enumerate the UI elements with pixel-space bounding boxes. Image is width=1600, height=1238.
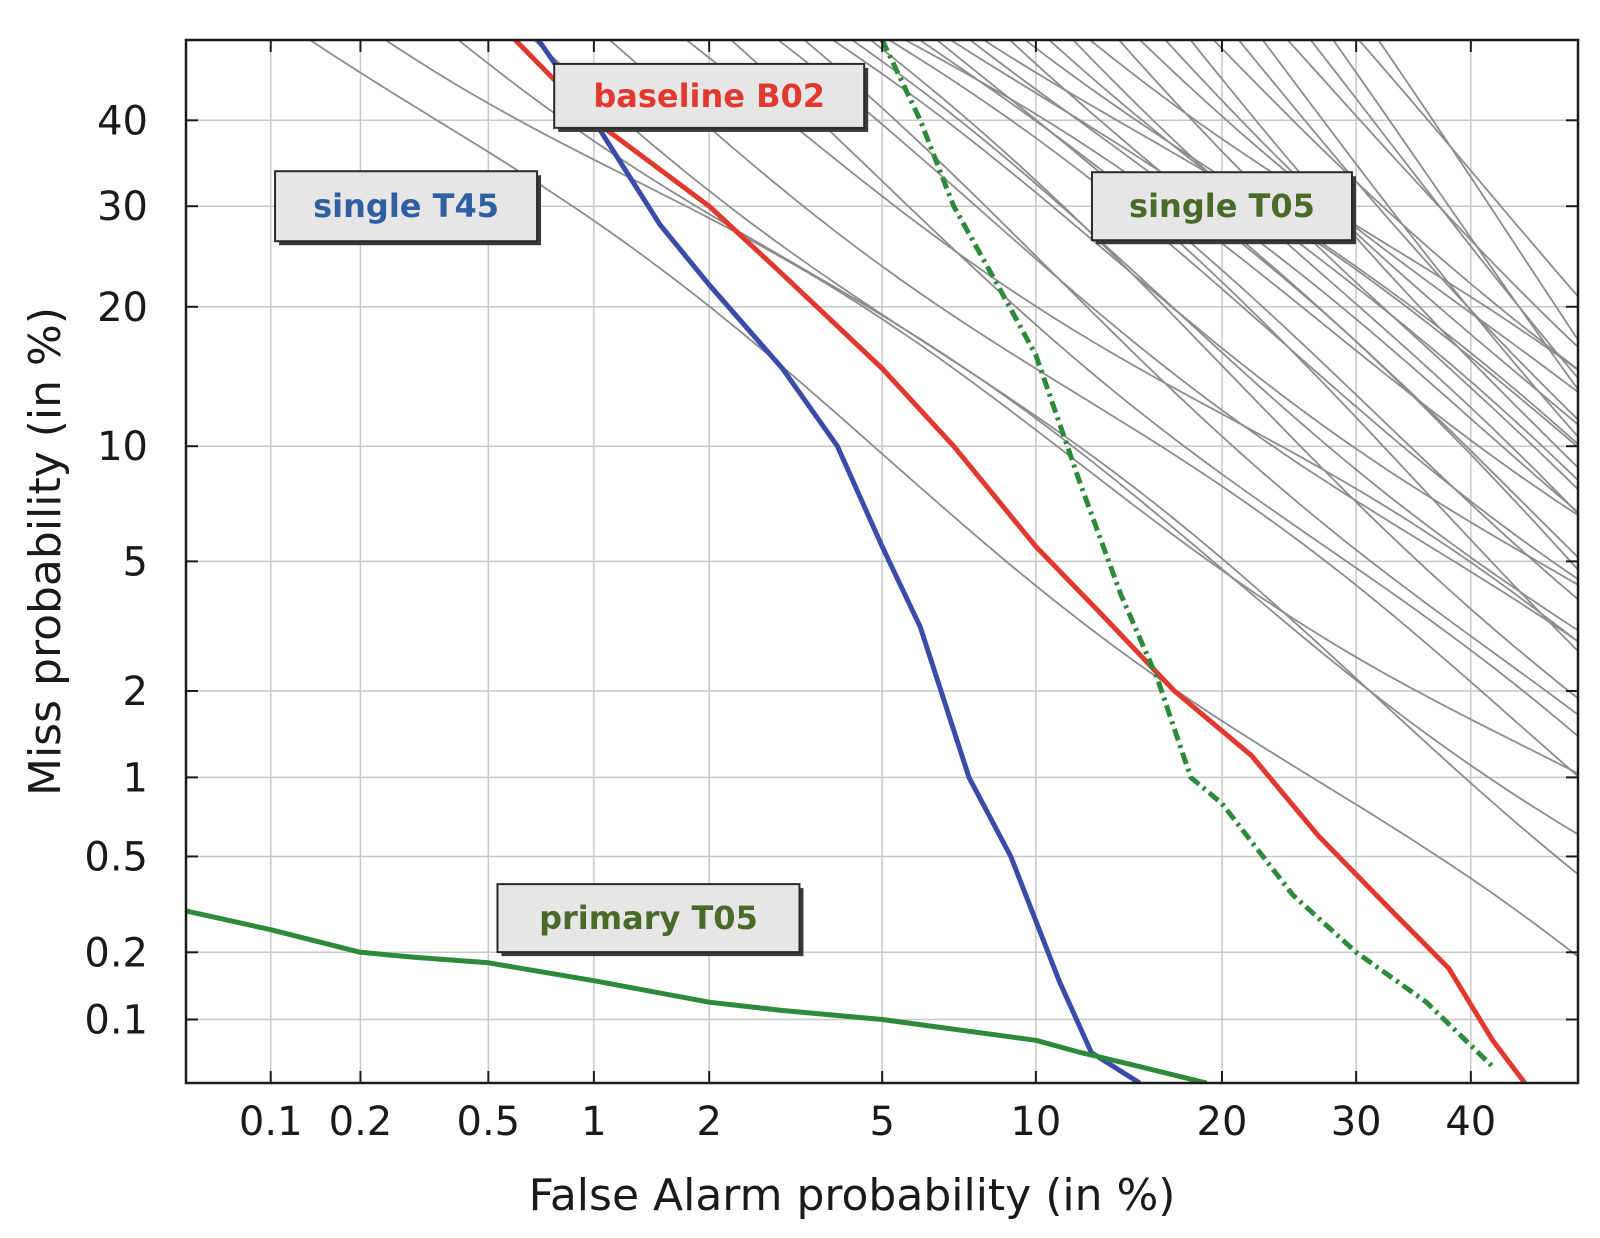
background-curve	[935, 40, 1578, 653]
x-axis-title: False Alarm probability (in %)	[529, 1170, 1176, 1221]
background-curve	[1377, 40, 1578, 342]
annotation-baseline-b02: baseline B02	[553, 62, 869, 132]
y-tick-label: 0.1	[84, 998, 148, 1044]
grid	[186, 40, 1578, 1083]
y-tick-label: 1	[123, 755, 148, 801]
annotation-box	[553, 62, 866, 129]
background-curve	[1072, 40, 1578, 515]
background-curve	[729, 40, 1578, 738]
background-curve	[1237, 40, 1578, 421]
y-tick-label: 10	[97, 424, 148, 470]
background-curve	[918, 40, 1578, 601]
x-tick-label: 0.1	[239, 1099, 303, 1145]
background-curve	[685, 40, 1578, 643]
background-curve	[1008, 40, 1578, 571]
annotation-text: primary T05	[539, 899, 758, 937]
annotation-primary-t05: primary T05	[496, 883, 804, 957]
background-curve	[869, 40, 1578, 700]
primary-t05-curve	[186, 908, 1208, 1083]
background-curve	[1309, 40, 1578, 380]
background-curve	[1023, 40, 1578, 446]
x-tick-label: 10	[1010, 1099, 1061, 1145]
annotation-box	[274, 170, 539, 243]
background-curve	[1332, 40, 1578, 391]
x-tick-label: 5	[869, 1099, 894, 1145]
annotation-text: baseline B02	[593, 77, 825, 115]
x-tick-label: 2	[696, 1099, 721, 1145]
background-curve	[949, 40, 1578, 514]
annotation-box	[1090, 171, 1353, 242]
baseline-b02-curve	[513, 40, 1527, 1083]
background-curve	[383, 40, 1578, 775]
x-tick-label: 40	[1445, 1099, 1496, 1145]
x-tick-labels: 0.1 0.2 0.5 1 2 5 10 20 30 40	[239, 1099, 1496, 1145]
background-curve	[1212, 40, 1578, 371]
background-curve	[1189, 40, 1578, 469]
y-tick-label: 2	[123, 669, 148, 715]
x-tick-label: 0.2	[329, 1099, 393, 1145]
background-curve	[850, 40, 1578, 632]
background-curve	[887, 40, 1578, 581]
background-curve	[830, 40, 1578, 586]
background-curve	[1047, 40, 1578, 482]
y-tick-label: 0.2	[84, 930, 148, 976]
background-curve	[802, 40, 1578, 716]
y-tick-label: 30	[97, 184, 148, 230]
background-curve	[1286, 40, 1578, 349]
y-tick-label: 0.5	[84, 834, 148, 880]
single-t05-curve	[879, 40, 1495, 1069]
background-curve	[968, 40, 1578, 559]
background-curve	[982, 40, 1578, 449]
y-tick-label: 5	[123, 539, 148, 585]
background-curves	[308, 40, 1578, 958]
annotation-single-t45: single T45	[274, 170, 542, 246]
annotations: baseline B02 single T45 single T05 primary …	[274, 62, 1356, 957]
x-tick-label: 1	[581, 1099, 606, 1145]
annotation-text: single T45	[313, 187, 499, 225]
background-curve	[1088, 40, 1578, 372]
x-tick-label: 20	[1197, 1099, 1248, 1145]
background-curve	[456, 40, 1578, 836]
background-curve	[532, 40, 1578, 876]
annotation-box	[496, 883, 801, 954]
annotation-text: single T05	[1129, 187, 1315, 225]
x-tick-label: 0.5	[457, 1099, 521, 1145]
y-tick-label: 40	[97, 98, 148, 144]
single-t45-curve	[536, 40, 1141, 1083]
background-curve	[608, 40, 1578, 778]
y-tick-labels: 0.1 0.2 0.5 1 2 5 10 20 30 40	[84, 98, 148, 1043]
background-curve	[1138, 40, 1578, 394]
ticks	[186, 40, 1578, 1083]
background-curve	[1357, 40, 1578, 298]
annotation-single-t05: single T05	[1090, 171, 1356, 245]
highlighted-curves	[186, 40, 1527, 1083]
x-tick-label: 30	[1331, 1099, 1382, 1145]
background-curve	[1261, 40, 1578, 439]
background-curve	[308, 40, 1578, 958]
background-curve	[1117, 40, 1578, 491]
background-curve	[903, 40, 1578, 517]
y-tick-label: 20	[97, 285, 148, 331]
y-axis-title: Miss probability (in %)	[20, 307, 71, 796]
